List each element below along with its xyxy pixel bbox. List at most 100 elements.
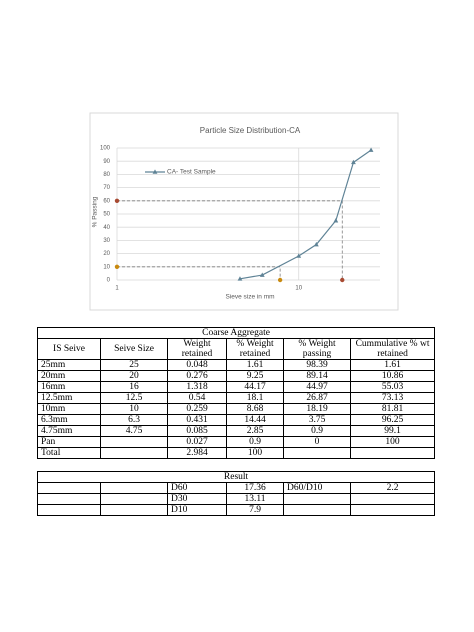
data-point xyxy=(333,218,339,223)
table-cell: IS Seive xyxy=(37,338,101,360)
data-point xyxy=(259,272,265,277)
table-cell xyxy=(37,482,101,494)
table-cell: 26.87 xyxy=(283,392,351,404)
data-row: D60 17.36 D60/D10 2.2 xyxy=(37,482,436,494)
table-cell: Pan xyxy=(37,436,101,448)
table-cell: Seive Size xyxy=(100,338,168,360)
table-cell: 55.03 xyxy=(349,381,436,393)
table-cell: D10 xyxy=(167,504,227,516)
y-tick-label: 60 xyxy=(103,198,110,204)
table-cell: Cummulative % wt retained xyxy=(349,338,436,360)
table-cell: 1.61 xyxy=(349,359,436,371)
table-cell: % Weight retained xyxy=(226,338,284,360)
legend-label: CA- Test Sample xyxy=(167,169,216,176)
legend-swatch xyxy=(152,169,158,174)
table-cell: 96.25 xyxy=(349,414,436,426)
chart-frame xyxy=(89,112,399,311)
table-cell: 6.3mm xyxy=(37,414,101,426)
table-cell: 44.17 xyxy=(226,381,284,393)
reference-line xyxy=(117,266,281,280)
table-cell: 2.984 xyxy=(167,447,227,459)
table-cell: 6.3 xyxy=(100,414,168,426)
table-cell: 0.085 xyxy=(167,425,227,437)
reference-marker xyxy=(340,277,345,283)
table-cell: 1.61 xyxy=(226,359,284,371)
table-cell: 20mm xyxy=(37,370,101,382)
table-cell xyxy=(37,493,101,505)
table-cell xyxy=(349,493,436,505)
table-title: Result xyxy=(36,471,436,483)
table-cell: 81.81 xyxy=(349,403,436,415)
table-cell xyxy=(100,482,168,494)
table-cell: 100 xyxy=(349,436,436,448)
table-title: Coarse Aggregate xyxy=(36,327,436,339)
table-cell: 16 xyxy=(100,381,168,393)
table-cell: 25 xyxy=(100,359,168,371)
table-cell: 0.048 xyxy=(167,359,227,371)
chart-title: Particle Size Distribution-CA xyxy=(200,126,301,135)
table-cell: 98.39 xyxy=(283,359,351,371)
table-cell: D60/D10 xyxy=(283,482,351,494)
data-row: 20mm 20 0.276 9.25 89.14 10.86 xyxy=(37,370,436,382)
data-point xyxy=(351,159,356,165)
table-cell: 99.1 xyxy=(349,425,436,437)
table-cell: 13.11 xyxy=(226,493,284,505)
table-cell: 7.9 xyxy=(226,504,284,516)
table-cell: 0.431 xyxy=(167,414,227,426)
data-row: Total 2.984 100 xyxy=(37,447,436,459)
table-cell: 73.13 xyxy=(349,392,436,404)
y-tick-label: 50 xyxy=(103,212,110,218)
data-point xyxy=(313,241,319,247)
table-cell xyxy=(283,493,351,505)
table-cell: 18.19 xyxy=(283,403,351,415)
data-row: Pan 0.027 0.9 0 100 xyxy=(37,436,436,448)
table-cell: 4.75 xyxy=(100,425,168,437)
chart: Particle Size Distribution-CA Sieve size… xyxy=(89,112,399,311)
table-cell: 0.276 xyxy=(167,370,227,382)
table-cell: 8.68 xyxy=(226,403,284,415)
table-cell: 25mm xyxy=(37,359,101,371)
table-cell: 0.9 xyxy=(283,425,351,437)
data-point xyxy=(296,253,302,258)
table-cell: 89.14 xyxy=(283,370,351,382)
y-tick-label: 70 xyxy=(103,185,110,191)
table-cell xyxy=(100,504,168,516)
table-cell: 0.9 xyxy=(226,436,284,448)
table-cell: 0.54 xyxy=(167,392,227,404)
title-row: Coarse Aggregate xyxy=(36,327,436,339)
data-row: 12.5mm 12.5 0.54 18.1 26.87 73.13 xyxy=(37,392,436,404)
reference-marker xyxy=(277,277,283,283)
y-tick-label: 30 xyxy=(103,238,110,244)
result-table: Result D60 17.36 D60/D10 2.2 D30 13.11 D10 7.9 xyxy=(36,471,436,516)
table-cell: 17.36 xyxy=(226,482,284,494)
table-cell: 10.86 xyxy=(349,370,436,382)
table-cell xyxy=(100,493,168,505)
table-cell: 0 xyxy=(283,436,351,448)
data-row: 25mm 25 0.048 1.61 98.39 1.61 xyxy=(37,359,436,371)
table-cell xyxy=(100,436,168,448)
table-cell: 4.75mm xyxy=(37,425,101,437)
y-tick-label: 100 xyxy=(100,146,111,152)
reference-marker xyxy=(114,264,120,269)
data-row: 16mm 16 1.318 44.17 44.97 55.03 xyxy=(37,381,436,393)
y-tick-label: 10 xyxy=(103,264,110,270)
title-row: Result xyxy=(36,471,436,483)
data-row: D10 7.9 xyxy=(37,504,436,516)
table-cell: 0.259 xyxy=(167,403,227,415)
table-cell: 2.2 xyxy=(349,482,436,494)
table-cell xyxy=(349,504,436,516)
y-tick-label: 80 xyxy=(103,172,110,178)
y-tick-label: 0 xyxy=(107,278,111,284)
table-cell xyxy=(100,447,168,459)
reference-marker xyxy=(114,198,120,203)
data-point xyxy=(237,276,243,281)
y-tick-label: 20 xyxy=(103,251,110,257)
table-cell: 1.318 xyxy=(167,381,227,393)
x-axis-label: Sieve size in mm xyxy=(225,294,274,301)
table-cell: 20 xyxy=(100,370,168,382)
table-cell: 16mm xyxy=(37,381,101,393)
data-point xyxy=(368,147,374,152)
table-cell: D30 xyxy=(167,493,227,505)
table-cell: 100 xyxy=(226,447,284,459)
table-cell: 10mm xyxy=(37,403,101,415)
